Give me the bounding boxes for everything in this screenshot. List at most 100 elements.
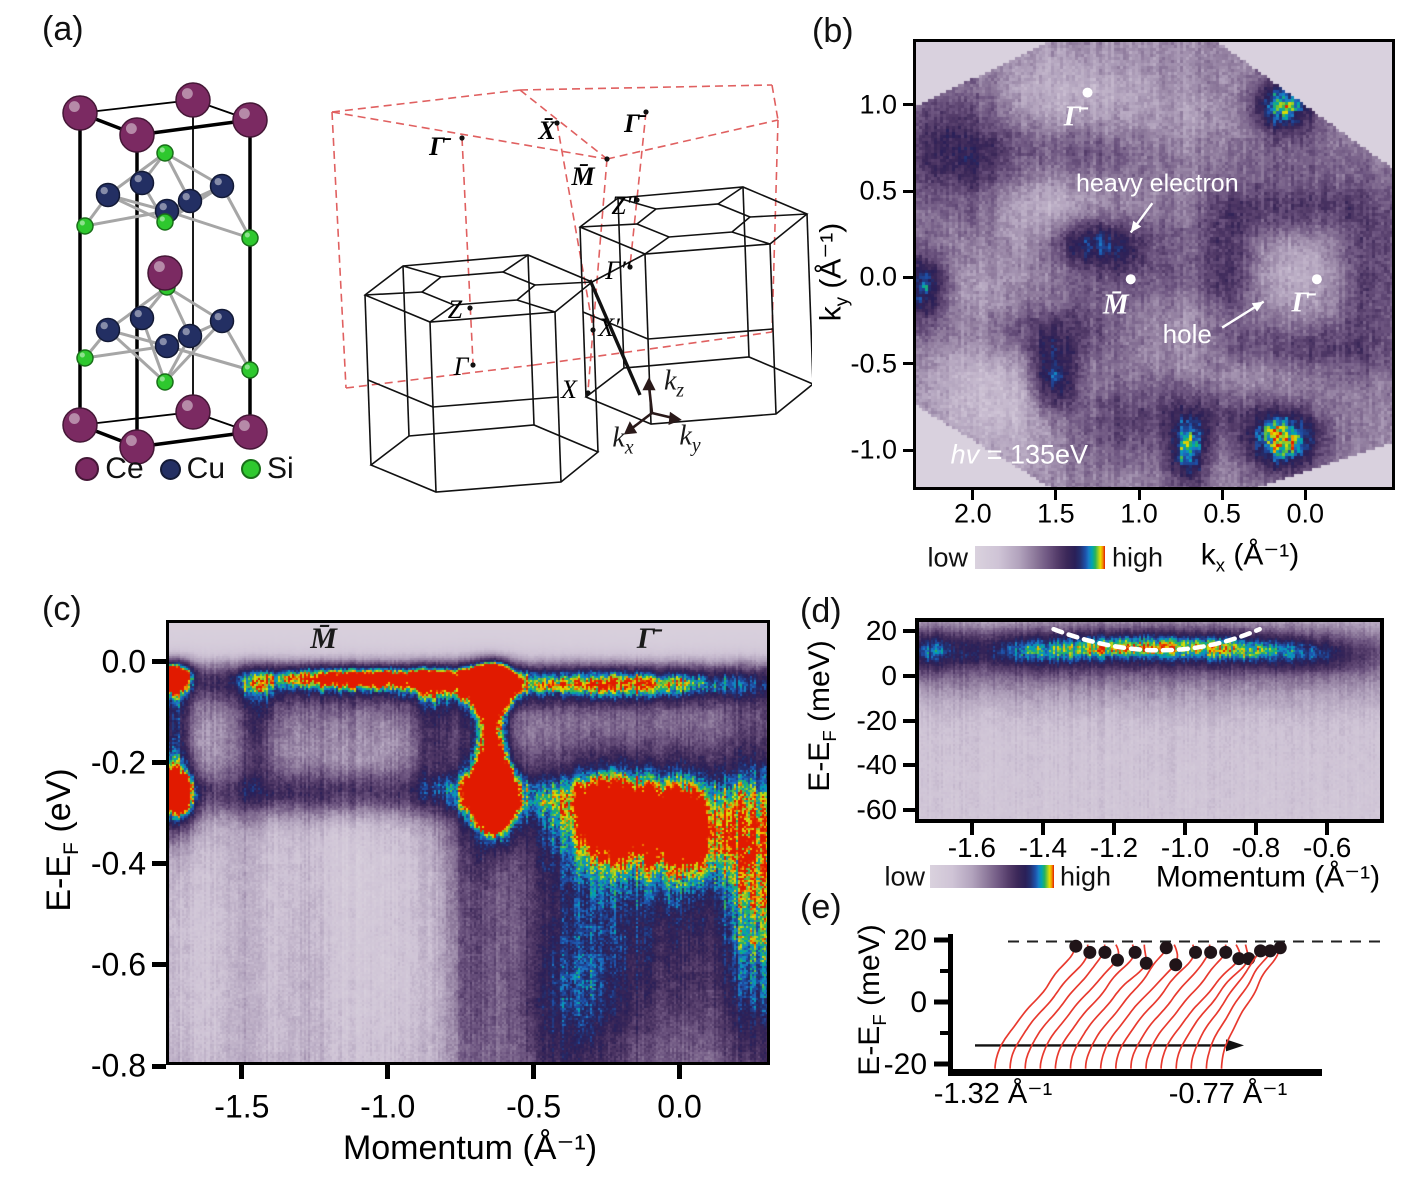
y-tick-mark [152,962,166,968]
atom-highlight [182,192,190,201]
edc-curve [1009,944,1089,1069]
atom-highlight [68,101,80,112]
atom-highlight [100,186,108,195]
edc-peak-dot [1098,945,1112,959]
atom-highlight [159,147,165,153]
atom-highlight [134,309,142,318]
legend-item-cu: Cu [159,452,225,486]
d-y-axis-label: E-EF (meV) [803,640,840,792]
y-tick-label: -40 [856,749,897,781]
x-tick-label: -1.5 [214,1088,270,1125]
y-tick-label: -20 [856,704,897,736]
edc-peak-dot [1069,939,1083,953]
edc-peak-dot [1110,953,1124,967]
ce-atom [62,407,98,443]
y-tick-label: 20 [865,615,897,647]
near-ef-heatmap-canvas [915,618,1384,823]
x-tick-label: -1.4 [1018,832,1068,863]
edc-peak-dot [1128,945,1142,959]
x-tick-mark [1254,823,1259,835]
si-atom [241,229,259,247]
atom-highlight [244,232,250,238]
crystal-structure-diagram [62,82,268,465]
x-tick-label: 0.0 [657,1088,702,1125]
atom-highlight [181,400,193,411]
edc-peak-dot [1263,944,1277,958]
x-tick-mark [1183,823,1188,835]
si-atom [241,361,259,379]
annotation-text: hv = 135eV [950,439,1089,470]
legend-item-si: Si [241,452,294,486]
atom-highlight [159,376,165,382]
b-colorbar [975,546,1105,569]
ce-atom [232,414,268,450]
atom-highlight [214,177,222,186]
atom-highlight [79,220,85,226]
x-tick-label: -0.5 [506,1088,562,1125]
cu-atom [177,188,203,214]
atom-highlight [244,364,250,370]
y-tick-mark [152,659,166,665]
ce-atom-swatch [75,457,100,481]
atom-highlight [100,321,108,330]
y-tick-label: 1.0 [859,89,897,120]
atom-highlight [159,337,167,346]
x-tick-label: -0.8 [1231,832,1281,863]
e-x-endpoint-label: -0.77 Å⁻¹ [1169,1077,1288,1110]
y-tick-mark [903,673,915,678]
legend-label-si: Si [267,452,294,485]
atom-highlight [79,352,85,358]
e-momentum-arrowhead [1226,1039,1244,1052]
e-x-axis-line [948,1069,1322,1076]
edc-curve [1039,944,1120,1069]
y-tick-mark [903,718,915,723]
b-colorbar-low-label: low [927,542,968,573]
annotation-text: M̄ [310,621,337,655]
x-tick-label: 1.5 [1037,498,1075,529]
x-tick-label: 2.0 [954,498,992,529]
e-y-tick-mark [934,1061,948,1067]
bulk-bz-wireframe-left [363,254,600,493]
atom-highlight [214,312,222,321]
cu-atom [129,305,155,331]
edc-curve [1054,944,1136,1069]
legend-item-ce: Ce [75,452,144,486]
e-y-tick-label: -20 [884,1048,927,1081]
y-tick-label: -60 [856,793,897,825]
e-y-tick-mark [934,937,948,943]
edc-stack-plot: 20 0 -20-1.32 Å⁻¹ -0.77 Å⁻¹ [884,924,1388,1110]
atom-highlight [182,327,190,336]
x-tick-label: -1.2 [1089,832,1139,863]
edc-curve [1160,944,1241,1069]
atom-highlight [153,261,165,272]
bz-label-x: X [561,375,577,404]
y-tick-label: 0.0 [859,261,897,292]
ce-atom [119,429,155,465]
edc-peak-dot [1254,944,1268,958]
near-ef-dispersion-map [915,618,1384,823]
annotation-text: M̄ [1102,288,1129,321]
edc-peak-dot [1169,958,1183,972]
edc-curve [1114,944,1195,1069]
atoms-layer [62,82,268,465]
si-atom-swatch [241,459,262,479]
edc-curve [994,944,1076,1069]
e-x-endpoint-label: -1.32 Å⁻¹ [934,1077,1053,1110]
y-tick-mark [152,760,166,766]
panel-b-label: (b) [812,12,854,50]
d-colorbar [930,865,1054,888]
x-tick-mark [1325,823,1330,835]
fermi-surface-map: Γ̄ M̄ Γ̄ heavy electron hole hv = 135eV [913,39,1395,490]
k-axes-arrows [623,377,682,435]
e-y-tick-label: 20 [894,924,927,957]
si-atom [76,217,94,235]
y-tick-mark [903,629,915,634]
kx-axis-label: kx [612,422,634,459]
surface-bz-dashed-box [331,84,779,392]
x-tick-mark [971,490,975,500]
x-tick-label: 0.0 [1286,498,1325,529]
y-tick-label: -0.4 [90,845,146,882]
atom-highlight [68,413,80,424]
bz-label-m-bar: M̄ [571,162,595,191]
